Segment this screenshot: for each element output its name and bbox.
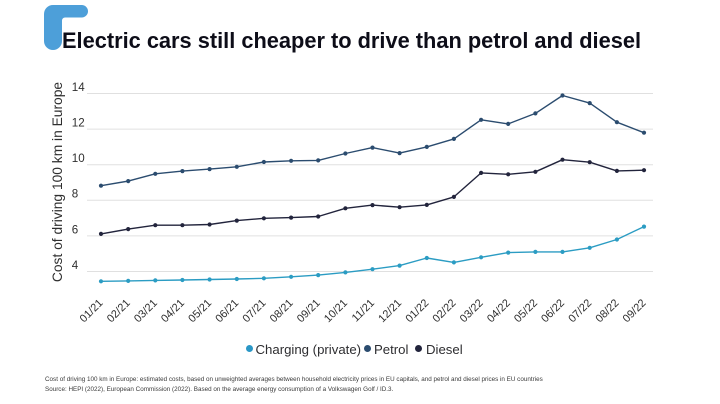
svg-text:04/21: 04/21: [159, 297, 187, 325]
svg-text:09/21: 09/21: [295, 297, 323, 325]
svg-text:07/22: 07/22: [566, 297, 594, 325]
svg-text:14: 14: [72, 81, 85, 94]
svg-text:Cost of driving 100 km in Euro: Cost of driving 100 km in Europe: [50, 82, 65, 282]
svg-text:05/21: 05/21: [186, 297, 214, 325]
svg-text:10: 10: [72, 152, 85, 165]
svg-text:09/22: 09/22: [621, 297, 649, 325]
svg-text:8: 8: [72, 188, 78, 201]
svg-text:07/21: 07/21: [241, 297, 269, 325]
svg-text:04/22: 04/22: [485, 297, 513, 325]
svg-text:6: 6: [72, 223, 78, 236]
svg-text:03/22: 03/22: [458, 297, 486, 325]
svg-text:06/21: 06/21: [213, 297, 241, 325]
svg-text:02/22: 02/22: [431, 297, 459, 325]
svg-text:08/21: 08/21: [268, 297, 296, 325]
svg-text:03/21: 03/21: [132, 297, 160, 325]
svg-text:01/21: 01/21: [78, 297, 106, 325]
svg-text:11/21: 11/21: [350, 297, 377, 324]
svg-text:4: 4: [72, 259, 79, 272]
svg-text:02/21: 02/21: [105, 297, 133, 325]
svg-text:08/22: 08/22: [594, 297, 622, 325]
svg-text:05/22: 05/22: [512, 297, 540, 325]
svg-text:12: 12: [72, 117, 85, 130]
svg-text:06/22: 06/22: [539, 297, 567, 325]
svg-text:12/21: 12/21: [376, 297, 404, 325]
svg-text:01/22: 01/22: [403, 297, 431, 325]
svg-text:10/21: 10/21: [322, 297, 350, 325]
